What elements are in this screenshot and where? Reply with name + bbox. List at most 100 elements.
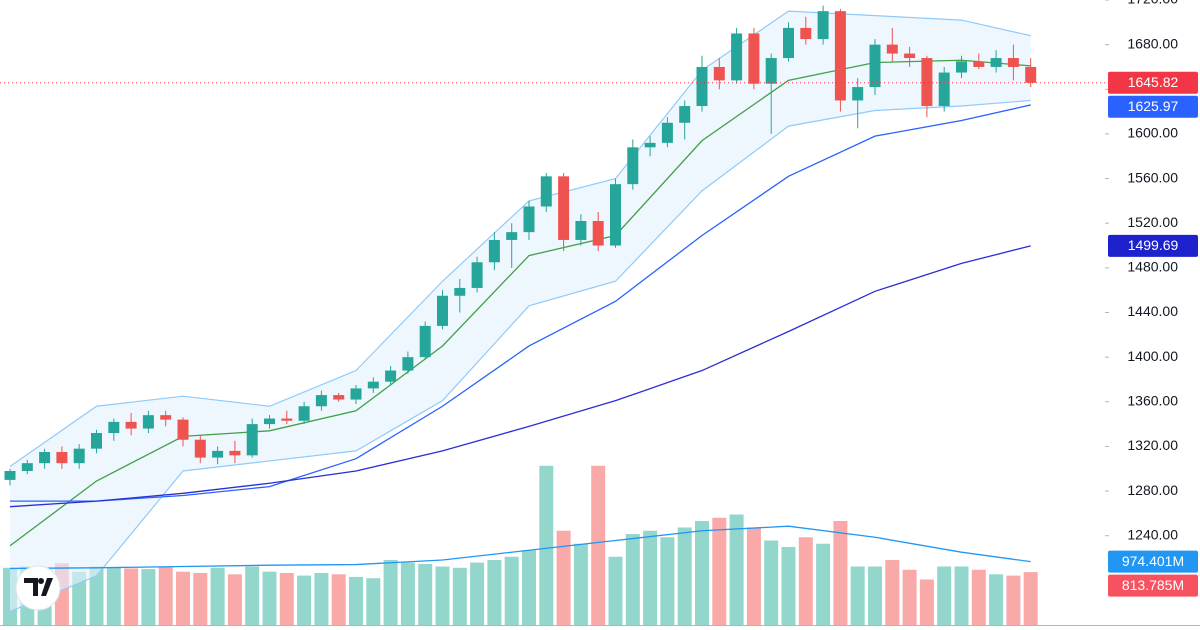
candle-body bbox=[350, 388, 362, 400]
volume-bar bbox=[106, 567, 121, 625]
volume-bar bbox=[487, 560, 502, 625]
volume-bar bbox=[902, 569, 917, 625]
volume-bar bbox=[89, 566, 104, 625]
volume-bar bbox=[660, 537, 675, 625]
candle-body bbox=[783, 27, 794, 59]
y-tick-label: 1400.00 bbox=[1127, 348, 1178, 364]
candle-body bbox=[437, 295, 448, 326]
volume-bar bbox=[331, 574, 346, 625]
candle-body bbox=[402, 357, 414, 371]
candle-body bbox=[56, 452, 68, 464]
volume-bar bbox=[193, 573, 208, 625]
price-badge bbox=[1108, 71, 1198, 94]
volume-bar bbox=[1023, 572, 1038, 625]
candle-body bbox=[264, 418, 275, 425]
candle-body bbox=[886, 44, 898, 54]
candle-body bbox=[229, 450, 241, 456]
candle-body bbox=[990, 58, 1002, 67]
candle-body bbox=[713, 66, 725, 81]
candle-body bbox=[852, 87, 864, 101]
volume-bar bbox=[608, 556, 623, 625]
price-badge-label: 1499.69 bbox=[1128, 237, 1179, 253]
volume-bar bbox=[141, 569, 156, 625]
volume-bar bbox=[937, 566, 952, 625]
logo bbox=[15, 565, 61, 611]
y-tick-label: 1440.00 bbox=[1127, 303, 1178, 319]
volume-bar bbox=[746, 527, 761, 625]
volume-bar bbox=[712, 517, 727, 625]
candle-body bbox=[39, 452, 51, 464]
y-tick-label: 1600.00 bbox=[1127, 125, 1178, 141]
volume-bar bbox=[314, 573, 329, 625]
candle-body bbox=[627, 147, 639, 185]
candle-body bbox=[454, 287, 466, 296]
volume-bar bbox=[798, 537, 813, 625]
candle-body bbox=[298, 406, 310, 421]
candle-body bbox=[1007, 58, 1019, 67]
candle-body bbox=[91, 433, 102, 449]
candle-body bbox=[385, 370, 397, 382]
volume-bar bbox=[954, 566, 969, 625]
price-badge-label: 1645.82 bbox=[1128, 74, 1179, 90]
volume-bar bbox=[470, 562, 485, 625]
volume-bar bbox=[158, 566, 173, 625]
candle-body bbox=[765, 58, 777, 84]
candle-body bbox=[506, 232, 518, 240]
candle-body bbox=[956, 61, 967, 73]
volume-bar bbox=[279, 573, 294, 625]
price-badge bbox=[1108, 95, 1198, 118]
price-badge bbox=[1108, 234, 1198, 257]
candle-body bbox=[592, 220, 604, 246]
candle-body bbox=[696, 66, 708, 107]
candle-body bbox=[523, 206, 535, 233]
candle-body bbox=[419, 325, 431, 358]
volume-bar bbox=[418, 563, 433, 625]
volume-bar bbox=[850, 566, 865, 625]
y-tick-label: 1520.00 bbox=[1127, 214, 1178, 230]
candle-body bbox=[108, 421, 120, 434]
candle-body bbox=[575, 220, 587, 240]
candle-body bbox=[21, 463, 33, 471]
volume-bar bbox=[297, 575, 312, 625]
band-lower bbox=[9, 99, 1031, 613]
candle-body bbox=[246, 424, 258, 456]
y-tick-label: 1560.00 bbox=[1127, 169, 1178, 185]
candle-body bbox=[800, 27, 812, 40]
volume-bar bbox=[573, 543, 588, 625]
price-badge-label: 974.401M bbox=[1122, 553, 1184, 569]
volume-bar bbox=[833, 521, 848, 625]
candle-body bbox=[333, 395, 345, 400]
price-badge-label: 813.785M bbox=[1122, 577, 1184, 593]
volume-bar bbox=[1006, 575, 1021, 625]
candle-body bbox=[540, 176, 552, 207]
candle-body bbox=[4, 470, 16, 480]
volume-bar bbox=[383, 560, 398, 625]
ma-line bbox=[9, 525, 1031, 570]
volume-bar bbox=[677, 527, 692, 625]
volume-bar bbox=[764, 540, 779, 625]
volume-bar bbox=[452, 567, 467, 625]
candle-body bbox=[194, 439, 206, 458]
price-badge bbox=[1108, 550, 1198, 573]
volume-bar bbox=[643, 530, 658, 625]
candle-body bbox=[748, 33, 760, 84]
candle-body bbox=[938, 72, 950, 107]
candle-body bbox=[973, 61, 985, 67]
candle-body bbox=[142, 415, 154, 429]
candle-body bbox=[488, 239, 500, 263]
volume-bar bbox=[227, 574, 242, 625]
volume-bar bbox=[781, 547, 796, 625]
volume-bar bbox=[366, 578, 381, 625]
candle-body bbox=[471, 262, 483, 288]
y-tick-label: 1720.00 bbox=[1127, 0, 1178, 7]
volume-bar bbox=[989, 574, 1004, 625]
candle-body bbox=[125, 421, 137, 429]
band-fill bbox=[10, 11, 1031, 612]
candle-body bbox=[661, 122, 673, 143]
candle-body bbox=[315, 395, 327, 407]
y-tick-label: 1680.00 bbox=[1127, 35, 1178, 51]
candle-body bbox=[558, 176, 570, 240]
volume-bar bbox=[868, 566, 882, 625]
volume-bar bbox=[971, 569, 986, 625]
y-tick-label: 1320.00 bbox=[1127, 437, 1178, 453]
